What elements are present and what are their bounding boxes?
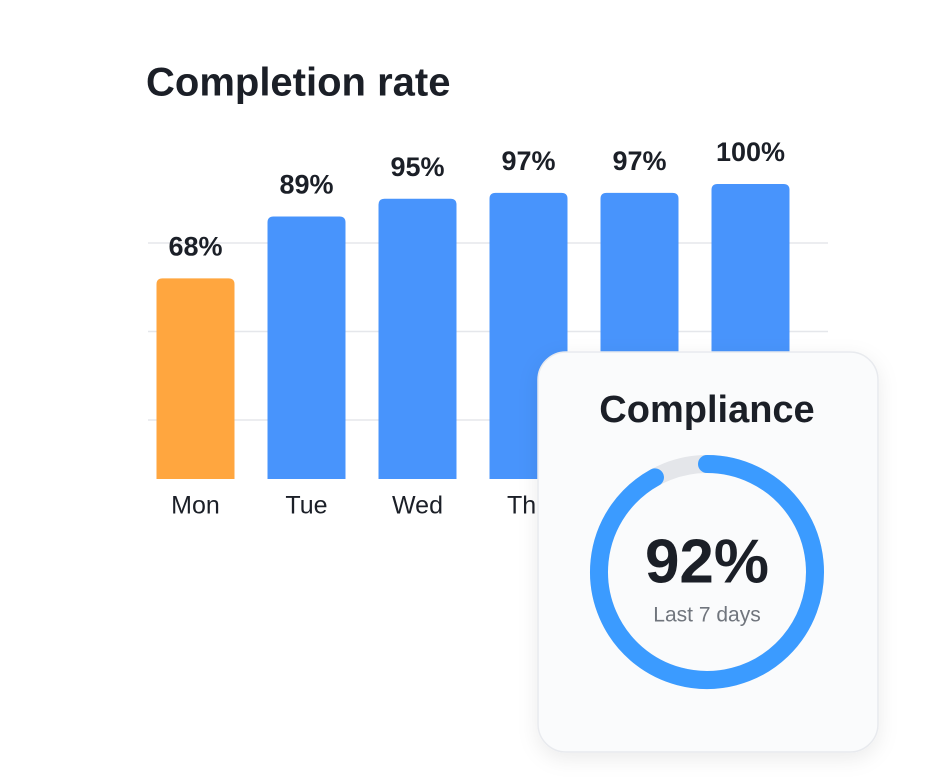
x-tick-label: Wed bbox=[392, 492, 443, 520]
bar bbox=[267, 216, 346, 479]
compliance-card: Compliance 92% Last 7 days bbox=[537, 351, 879, 753]
value-label: 68% bbox=[168, 232, 222, 262]
donut-arc bbox=[590, 455, 824, 689]
chart-title: Completion rate bbox=[146, 61, 450, 105]
donut-value-label: 92% bbox=[645, 527, 769, 596]
bar bbox=[156, 278, 235, 479]
value-label: 97% bbox=[612, 146, 666, 176]
x-tick-label: Tue bbox=[285, 492, 327, 520]
value-label: 95% bbox=[390, 152, 444, 182]
card-title: Compliance bbox=[599, 389, 814, 431]
donut-subtitle: Last 7 days bbox=[653, 604, 760, 627]
value-label: 97% bbox=[501, 146, 555, 176]
x-tick-label: Mon bbox=[171, 492, 220, 520]
bar bbox=[378, 198, 457, 479]
value-label: 89% bbox=[279, 170, 333, 200]
value-label: 100% bbox=[716, 137, 785, 167]
